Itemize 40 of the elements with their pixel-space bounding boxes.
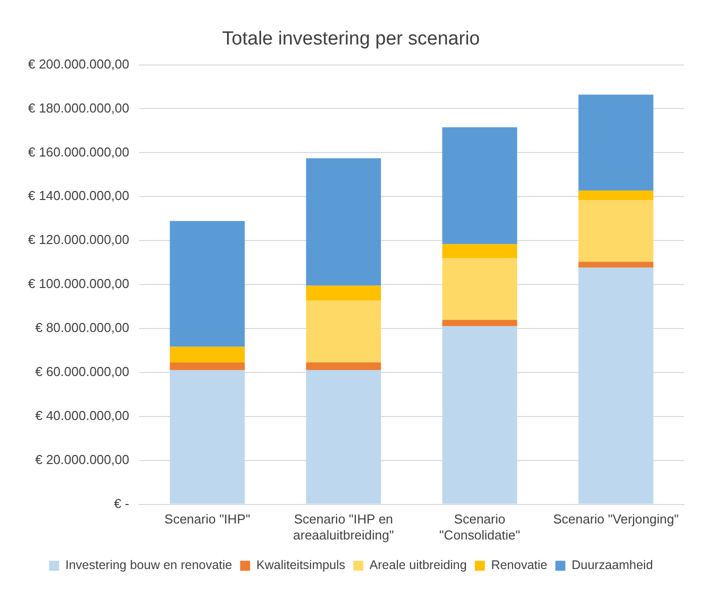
bar: [306, 370, 381, 504]
bar: [306, 158, 381, 286]
bar: [170, 346, 245, 363]
legend-label: Renovatie: [491, 558, 548, 572]
bar: [170, 362, 245, 370]
y-tick-label: € 120.000.000,00: [28, 232, 130, 248]
bar: [170, 370, 245, 504]
x-tick-label: Scenario "Consolidatie": [439, 512, 520, 542]
legend-label: Kwaliteitsimpuls: [256, 558, 346, 572]
bar: [442, 258, 518, 320]
y-tick-label: € 20.000.000,00: [35, 452, 130, 467]
y-tick-label: € 40.000.000,00: [35, 408, 130, 423]
bar: [578, 268, 654, 504]
bar: [578, 262, 654, 268]
bar: [442, 244, 518, 258]
bar: [442, 127, 518, 244]
bar: [306, 362, 381, 370]
bar: [578, 200, 654, 262]
legend-label: Investering bouw en renovatie: [65, 558, 232, 572]
y-tick-label: € 80.000.000,00: [35, 320, 130, 336]
y-tick-label: € 180.000.000,00: [28, 100, 130, 116]
bar: [442, 326, 518, 504]
chart-title: Totale investering per scenario: [222, 28, 480, 50]
legend-label: Duurzaamheid: [572, 558, 653, 572]
y-tick-label: € 160.000.000,00: [28, 144, 130, 160]
bar: [578, 190, 654, 200]
y-tick-label: € 140.000.000,00: [28, 188, 130, 204]
x-tick-label: Scenario "IHP en areaaluitbreiding": [293, 512, 394, 542]
x-tick-label: Scenario "IHP": [164, 512, 251, 527]
y-tick-label: € -: [114, 496, 130, 511]
legend-label: Areale uitbreiding: [370, 558, 467, 572]
y-tick-label: € 100.000.000,00: [28, 276, 130, 292]
bar: [442, 320, 518, 326]
bar: [306, 300, 381, 362]
y-tick-label: € 200.000.000,00: [28, 56, 130, 72]
y-tick-label: € 60.000.000,00: [35, 364, 130, 380]
bar: [306, 286, 381, 301]
bar: [578, 94, 654, 190]
bar: [170, 221, 245, 347]
x-tick-label: Scenario "Verjonging": [553, 512, 680, 527]
